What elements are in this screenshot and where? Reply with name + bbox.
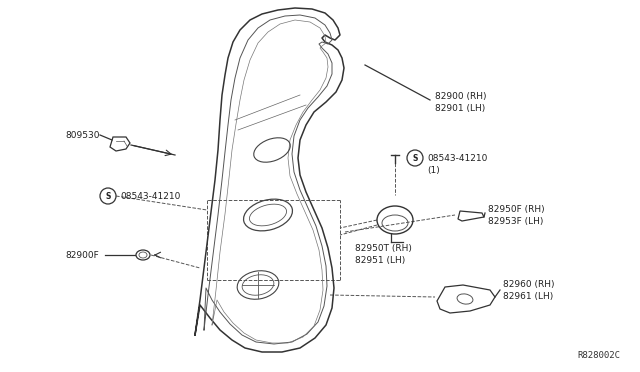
Text: 82951 (LH): 82951 (LH) bbox=[355, 256, 405, 264]
Text: 82950T (RH): 82950T (RH) bbox=[355, 244, 412, 253]
Text: 08543-41210: 08543-41210 bbox=[120, 192, 180, 201]
Text: (1): (1) bbox=[427, 166, 440, 174]
Text: 82960 (RH): 82960 (RH) bbox=[503, 280, 554, 289]
Text: 82953F (LH): 82953F (LH) bbox=[488, 217, 543, 225]
Text: 82961 (LH): 82961 (LH) bbox=[503, 292, 553, 301]
Text: 82901 (LH): 82901 (LH) bbox=[435, 103, 485, 112]
Text: S: S bbox=[412, 154, 418, 163]
Text: 82900 (RH): 82900 (RH) bbox=[435, 92, 486, 100]
Text: 809530: 809530 bbox=[65, 131, 99, 140]
Text: 82950F (RH): 82950F (RH) bbox=[488, 205, 545, 214]
Text: 82900F: 82900F bbox=[65, 250, 99, 260]
Text: S: S bbox=[106, 192, 111, 201]
Text: R828002C: R828002C bbox=[577, 351, 620, 360]
Text: 08543-41210: 08543-41210 bbox=[427, 154, 488, 163]
